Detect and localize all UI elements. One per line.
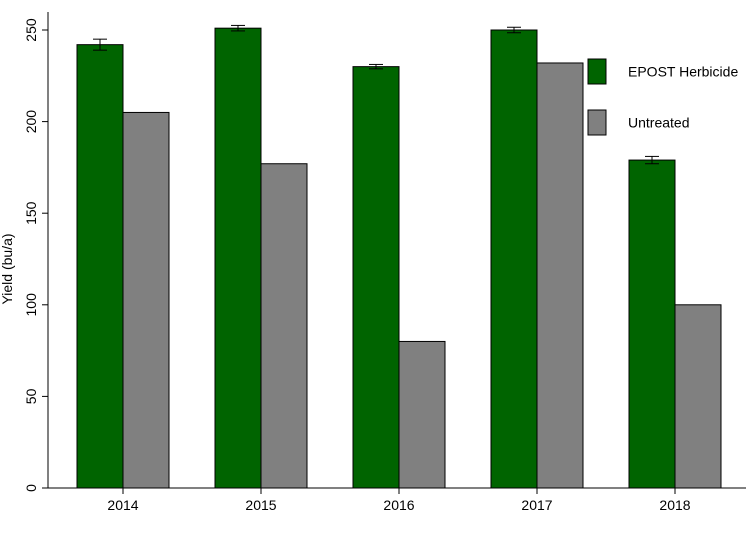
bar-2014-1	[122, 111, 170, 489]
bar-2015-0	[214, 27, 262, 489]
x-tick-label-2016: 2016	[383, 497, 414, 513]
y-tick-label-50: 50	[23, 388, 39, 404]
bar-2016-0	[352, 66, 400, 489]
bar-2017-1	[536, 62, 584, 489]
bar-2016-1	[398, 340, 446, 489]
x-tick-label-2017: 2017	[521, 497, 552, 513]
error-bars	[93, 24, 659, 165]
y-tick-label-250: 250	[23, 18, 39, 42]
legend-swatch-1	[587, 109, 607, 136]
axes: 0 50 100 150 200 250 2014 2015 2016 2017 2018	[23, 12, 746, 513]
bar-2014-0	[76, 44, 124, 489]
bar-2018-0	[628, 159, 676, 489]
legend-swatch-0	[587, 58, 607, 85]
x-tick-label-2014: 2014	[107, 497, 138, 513]
legend-label-0: EPOST Herbicide	[628, 64, 738, 80]
bar-2018-1	[674, 304, 722, 489]
y-tick-label-200: 200	[23, 110, 39, 134]
x-tick-label-2018: 2018	[659, 497, 690, 513]
y-tick-label-0: 0	[23, 484, 39, 492]
legend-label-1: Untreated	[628, 115, 689, 131]
legend: EPOST Herbicide Untreated	[587, 58, 738, 136]
bar-2017-0	[490, 29, 538, 489]
bar-2015-1	[260, 163, 308, 489]
x-tick-label-2015: 2015	[245, 497, 276, 513]
y-tick-label-150: 150	[23, 201, 39, 225]
y-tick-label-100: 100	[23, 293, 39, 317]
bars	[76, 27, 722, 489]
y-axis-title: Yield (bu/a)	[0, 233, 15, 304]
